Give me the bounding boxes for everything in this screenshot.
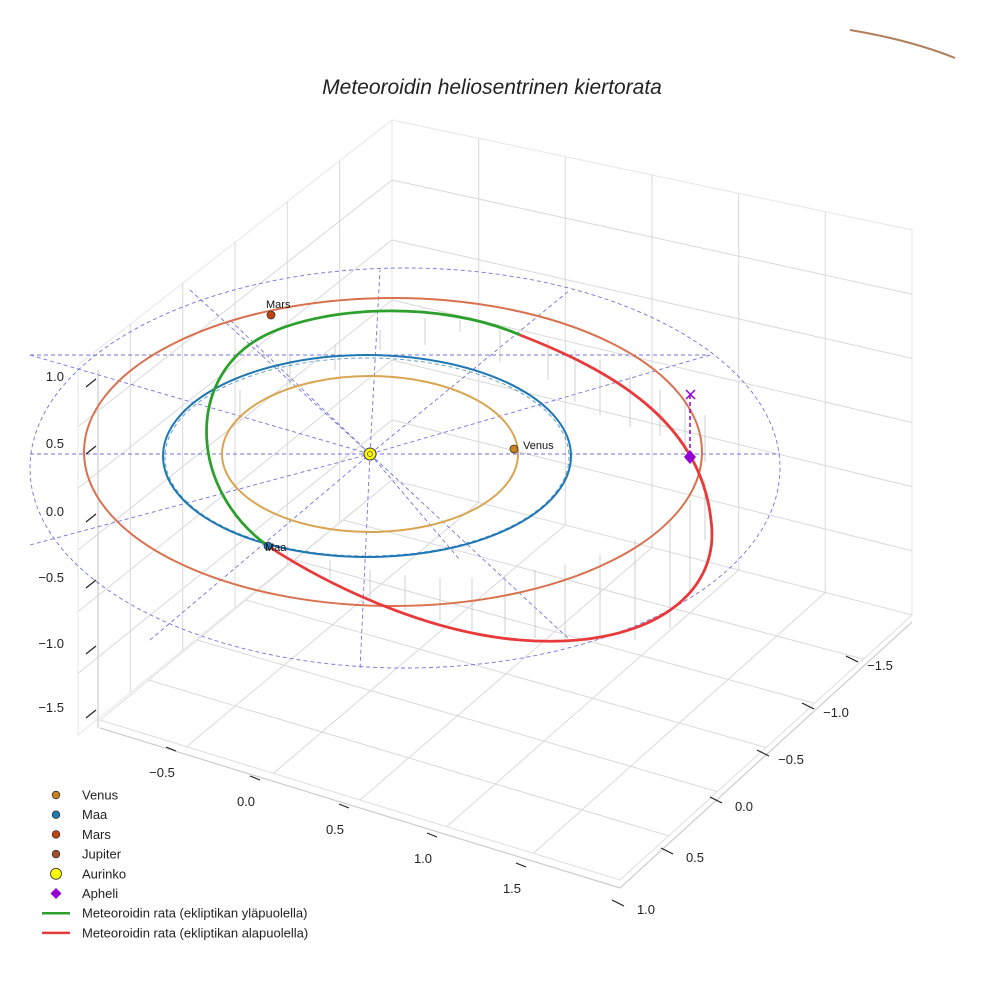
reference-spoke xyxy=(189,289,371,455)
sun-marker xyxy=(363,447,377,461)
x-tick-mark xyxy=(515,862,527,868)
legend-marker xyxy=(51,810,61,819)
legend-label: Jupiter xyxy=(82,847,122,862)
y-tick-label: −1.5 xyxy=(867,658,893,673)
legend: Venus Maa Mars Jupiter Aurinko Apheli Meteoroi… xyxy=(42,788,308,940)
z-tick-mark xyxy=(85,378,97,388)
aphelion-diamond xyxy=(684,450,696,464)
mars-marker xyxy=(266,310,276,320)
venus-orbit xyxy=(221,375,519,533)
y-tick-mark xyxy=(709,796,723,804)
z-tick-mark xyxy=(85,445,97,455)
legend-label: Maa xyxy=(82,807,108,822)
z-tick-label: 0.5 xyxy=(46,436,64,451)
y-tick-mark xyxy=(756,749,770,757)
meteoroid-orbit-below xyxy=(267,333,714,643)
z-tick-label: 1.0 xyxy=(46,369,64,384)
y-tick-label: −0.5 xyxy=(778,752,804,767)
axis-ticks: 1.0 0.5 0.0 −0.5 −1.0 −1.5 −0.5 0.0 0.5 1.0 1.5 −1.… xyxy=(38,369,893,917)
x-tick-label: 0.0 xyxy=(237,794,255,809)
aphelion-x-marker xyxy=(685,389,696,400)
y-tick-label: 1.0 xyxy=(637,902,655,917)
earth-orbit-reference xyxy=(164,357,570,557)
grid-line xyxy=(391,419,913,552)
legend-label: Venus xyxy=(82,788,119,803)
earth-orbit xyxy=(162,354,572,558)
grid-line xyxy=(77,419,393,674)
x-tick-mark xyxy=(426,832,438,838)
grid-lines xyxy=(77,138,913,854)
y-tick-mark xyxy=(611,899,625,907)
reference-spoke xyxy=(369,453,461,561)
orbit-drop-lines xyxy=(239,318,706,640)
legend-label: Apheli xyxy=(82,886,118,901)
meteoroid-orbit-above xyxy=(205,309,521,548)
x-axis-line xyxy=(99,727,621,889)
legend-label: Mars xyxy=(82,827,111,842)
x-tick-label: 1.5 xyxy=(503,881,521,896)
z-tick-label: −1.5 xyxy=(38,700,64,715)
z-tick-mark xyxy=(85,645,97,655)
planets xyxy=(263,310,519,551)
venus-marker xyxy=(509,444,519,454)
z-tick-mark xyxy=(85,579,97,589)
x-tick-label: 0.5 xyxy=(326,822,344,837)
grid-line xyxy=(343,519,864,660)
reference-spoke xyxy=(359,453,371,671)
aphelion xyxy=(684,389,696,464)
reference-spoke xyxy=(29,453,371,546)
x-tick-mark xyxy=(249,775,261,781)
z-tick-mark xyxy=(85,709,97,719)
earth-marker xyxy=(263,541,273,551)
chart-title: Meteoroidin heliosentrinen kiertorata xyxy=(322,76,662,99)
legend-marker xyxy=(50,888,62,899)
legend-label: Aurinko xyxy=(82,866,126,881)
mars-orbit xyxy=(83,297,703,607)
reference-spoke xyxy=(369,453,571,641)
sun-inner xyxy=(367,451,373,457)
orbits xyxy=(83,297,714,643)
x-tick-label: 1.0 xyxy=(414,851,432,866)
venus-label: Venus xyxy=(523,440,554,452)
legend-marker xyxy=(51,790,61,800)
ecliptic-reference-grid xyxy=(29,267,781,671)
legend-label: Meteoroidin rata (ekliptikan alapuolella… xyxy=(82,925,308,940)
legend-label: Meteoroidin rata (ekliptikan yläpuolella… xyxy=(82,906,307,921)
jupiter-orbit-arc xyxy=(849,29,956,59)
x-tick-label: −0.5 xyxy=(149,765,175,780)
reference-spoke xyxy=(149,453,371,641)
legend-marker xyxy=(51,849,61,859)
y-tick-mark xyxy=(660,847,674,855)
earth-label: Maa xyxy=(265,542,287,554)
legend-marker xyxy=(50,867,62,880)
z-tick-label: −0.5 xyxy=(38,570,64,585)
reference-spoke xyxy=(369,269,381,455)
z-tick-label: 0.0 xyxy=(46,504,64,519)
y-tick-label: 0.5 xyxy=(686,850,704,865)
mars-label: Mars xyxy=(266,299,291,311)
reference-spoke xyxy=(29,354,371,455)
y-tick-label: 0.0 xyxy=(735,799,753,814)
x-tick-mark xyxy=(338,803,350,809)
legend-marker xyxy=(51,830,61,839)
x-tick-mark xyxy=(165,746,177,752)
y-tick-label: −1.0 xyxy=(823,705,849,720)
reference-ellipse xyxy=(29,267,781,669)
z-tick-label: −1.0 xyxy=(38,636,64,651)
reference-spoke xyxy=(369,354,711,455)
z-tick-mark xyxy=(85,513,97,523)
y-tick-mark xyxy=(845,655,859,663)
y-tick-mark xyxy=(801,702,815,710)
